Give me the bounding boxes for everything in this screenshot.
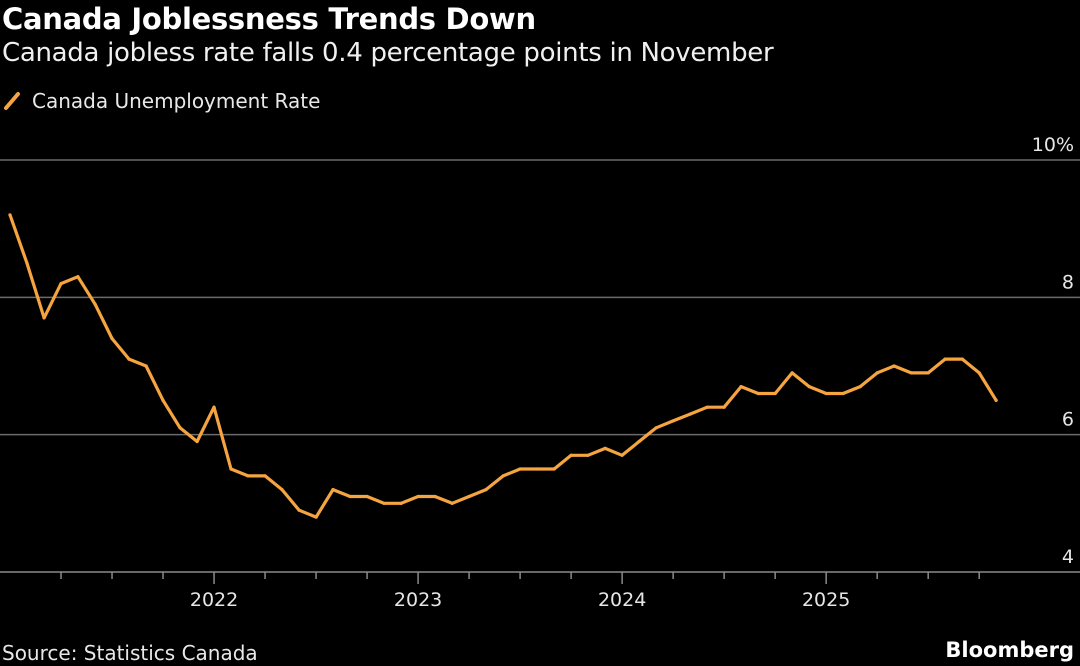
data-point <box>25 261 29 265</box>
source-note: Source: Statistics Canada <box>2 641 258 665</box>
data-point <box>569 453 573 457</box>
data-point <box>212 405 216 409</box>
data-point <box>297 508 301 512</box>
data-point <box>654 426 658 430</box>
data-point <box>603 446 607 450</box>
data-point <box>926 371 930 375</box>
data-point <box>433 494 437 499</box>
data-point <box>858 385 862 389</box>
data-point <box>824 391 828 396</box>
data-point <box>450 501 454 505</box>
data-point <box>331 488 335 492</box>
x-tick-label-2025: 2025 <box>802 589 850 611</box>
data-point <box>161 398 165 402</box>
data-point <box>280 488 284 492</box>
data-point <box>127 357 131 361</box>
y-tick-label-4: 4 <box>1062 546 1074 568</box>
data-point <box>773 391 777 396</box>
chart-subtitle: Canada jobless rate falls 0.4 percentage… <box>2 38 774 68</box>
data-point <box>535 467 539 471</box>
data-point <box>790 371 794 375</box>
data-point <box>705 405 709 409</box>
series-line-unemployment-rate <box>8 213 998 519</box>
data-point <box>93 302 97 306</box>
data-point <box>416 494 420 499</box>
data-point <box>892 364 896 368</box>
data-point <box>382 501 386 505</box>
data-point <box>263 474 267 478</box>
data-point <box>314 515 318 519</box>
data-point <box>365 494 369 499</box>
data-point <box>977 371 981 375</box>
y-tick-label-10: 10% <box>1032 134 1074 156</box>
data-point <box>688 412 692 416</box>
data-point <box>229 467 233 471</box>
data-point <box>110 336 114 341</box>
legend: Canada Unemployment Rate <box>4 88 320 114</box>
data-point <box>943 357 947 361</box>
data-point <box>756 391 760 396</box>
data-point <box>722 405 726 409</box>
legend-label: Canada Unemployment Rate <box>32 89 321 113</box>
data-point <box>841 391 845 396</box>
data-point <box>246 474 250 478</box>
data-point <box>144 364 148 368</box>
data-point <box>348 494 352 499</box>
data-point <box>42 316 46 320</box>
data-point <box>739 385 743 389</box>
data-point <box>637 439 641 444</box>
y-tick-label-6: 6 <box>1062 409 1074 431</box>
data-point <box>994 398 998 402</box>
y-tick-label-8: 8 <box>1062 271 1074 293</box>
line-swatch-icon <box>4 92 20 110</box>
data-point <box>671 419 675 423</box>
data-point <box>518 467 522 471</box>
data-point <box>484 488 488 492</box>
data-point <box>178 426 182 430</box>
data-point <box>467 494 471 499</box>
chart-title: Canada Joblessness Trends Down <box>2 2 536 36</box>
data-point <box>399 501 403 505</box>
data-point <box>960 357 964 361</box>
data-point <box>59 282 63 286</box>
data-point <box>586 453 590 457</box>
data-point <box>8 213 12 217</box>
data-point <box>807 385 811 389</box>
data-point <box>620 453 624 457</box>
data-point <box>195 439 199 444</box>
data-point <box>909 371 913 375</box>
x-tick-label-2023: 2023 <box>394 589 442 611</box>
data-point <box>501 474 505 478</box>
x-tick-label-2022: 2022 <box>190 589 238 611</box>
bloomberg-logo: Bloomberg <box>945 638 1074 662</box>
data-point <box>875 371 879 375</box>
data-point <box>76 275 80 279</box>
data-point <box>552 467 556 471</box>
x-tick-label-2024: 2024 <box>598 589 646 611</box>
